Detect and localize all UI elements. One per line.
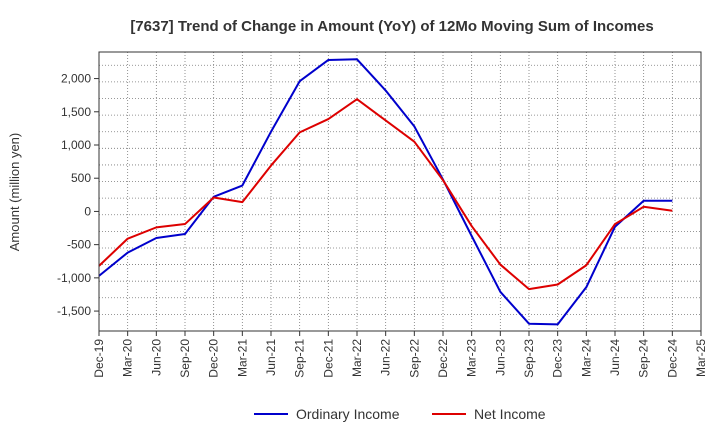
x-tick-label: Mar-25 (694, 339, 708, 377)
legend: Ordinary Income Net Income (254, 406, 546, 422)
y-tick-label: -1,000 (57, 271, 91, 285)
x-tick-label: Jun-22 (379, 339, 393, 376)
x-tick-label: Jun-24 (608, 339, 622, 376)
x-tick-label: Jun-23 (493, 339, 507, 376)
x-tick-label: Sep-22 (407, 339, 421, 378)
series-line-ordinary-income (98, 58, 673, 326)
x-tick-label: Mar-21 (235, 339, 249, 377)
x-tick-label: Jun-21 (264, 339, 278, 376)
y-axis-ticks: 2,000 1,500 1,000 500 0 -500 -1,000 -1,500 (57, 72, 99, 318)
y-tick-label: 2,000 (61, 72, 91, 86)
y-tick-label: 1,500 (61, 105, 91, 119)
x-tick-label: Dec-21 (321, 339, 335, 378)
x-tick-label: Sep-20 (178, 339, 192, 378)
x-tick-label: Dec-24 (665, 339, 679, 378)
x-tick-label: Mar-24 (579, 339, 593, 377)
y-axis-label: Amount (million yen) (7, 133, 22, 252)
legend-label: Net Income (474, 406, 546, 422)
series-lines (98, 58, 673, 326)
x-tick-label: Dec-19 (92, 339, 106, 378)
y-tick-label: 0 (84, 204, 91, 218)
x-axis-ticks: Dec-19 Mar-20 Jun-20 Sep-20 Dec-20 Mar-21 Jun-… (92, 331, 708, 378)
y-tick-label: -1,500 (57, 304, 91, 318)
x-tick-label: Mar-20 (121, 339, 135, 377)
plot-frame (98, 51, 702, 332)
x-tick-label: Dec-23 (551, 339, 565, 378)
chart-title: [7637] Trend of Change in Amount (YoY) o… (130, 18, 653, 35)
x-tick-label: Jun-20 (149, 339, 163, 376)
y-tick-label: 1,000 (61, 138, 91, 152)
x-tick-label: Dec-20 (207, 339, 221, 378)
grid (99, 52, 701, 331)
x-tick-label: Sep-24 (637, 339, 651, 378)
y-tick-label: 500 (71, 171, 91, 185)
y-tick-label: -500 (67, 238, 91, 252)
legend-label: Ordinary Income (296, 406, 400, 422)
x-tick-label: Sep-23 (522, 339, 536, 378)
x-tick-label: Mar-23 (465, 339, 479, 377)
series-line-net-income (98, 98, 673, 291)
x-tick-label: Mar-22 (350, 339, 364, 377)
x-tick-label: Sep-21 (293, 339, 307, 378)
x-tick-label: Dec-22 (436, 339, 450, 378)
